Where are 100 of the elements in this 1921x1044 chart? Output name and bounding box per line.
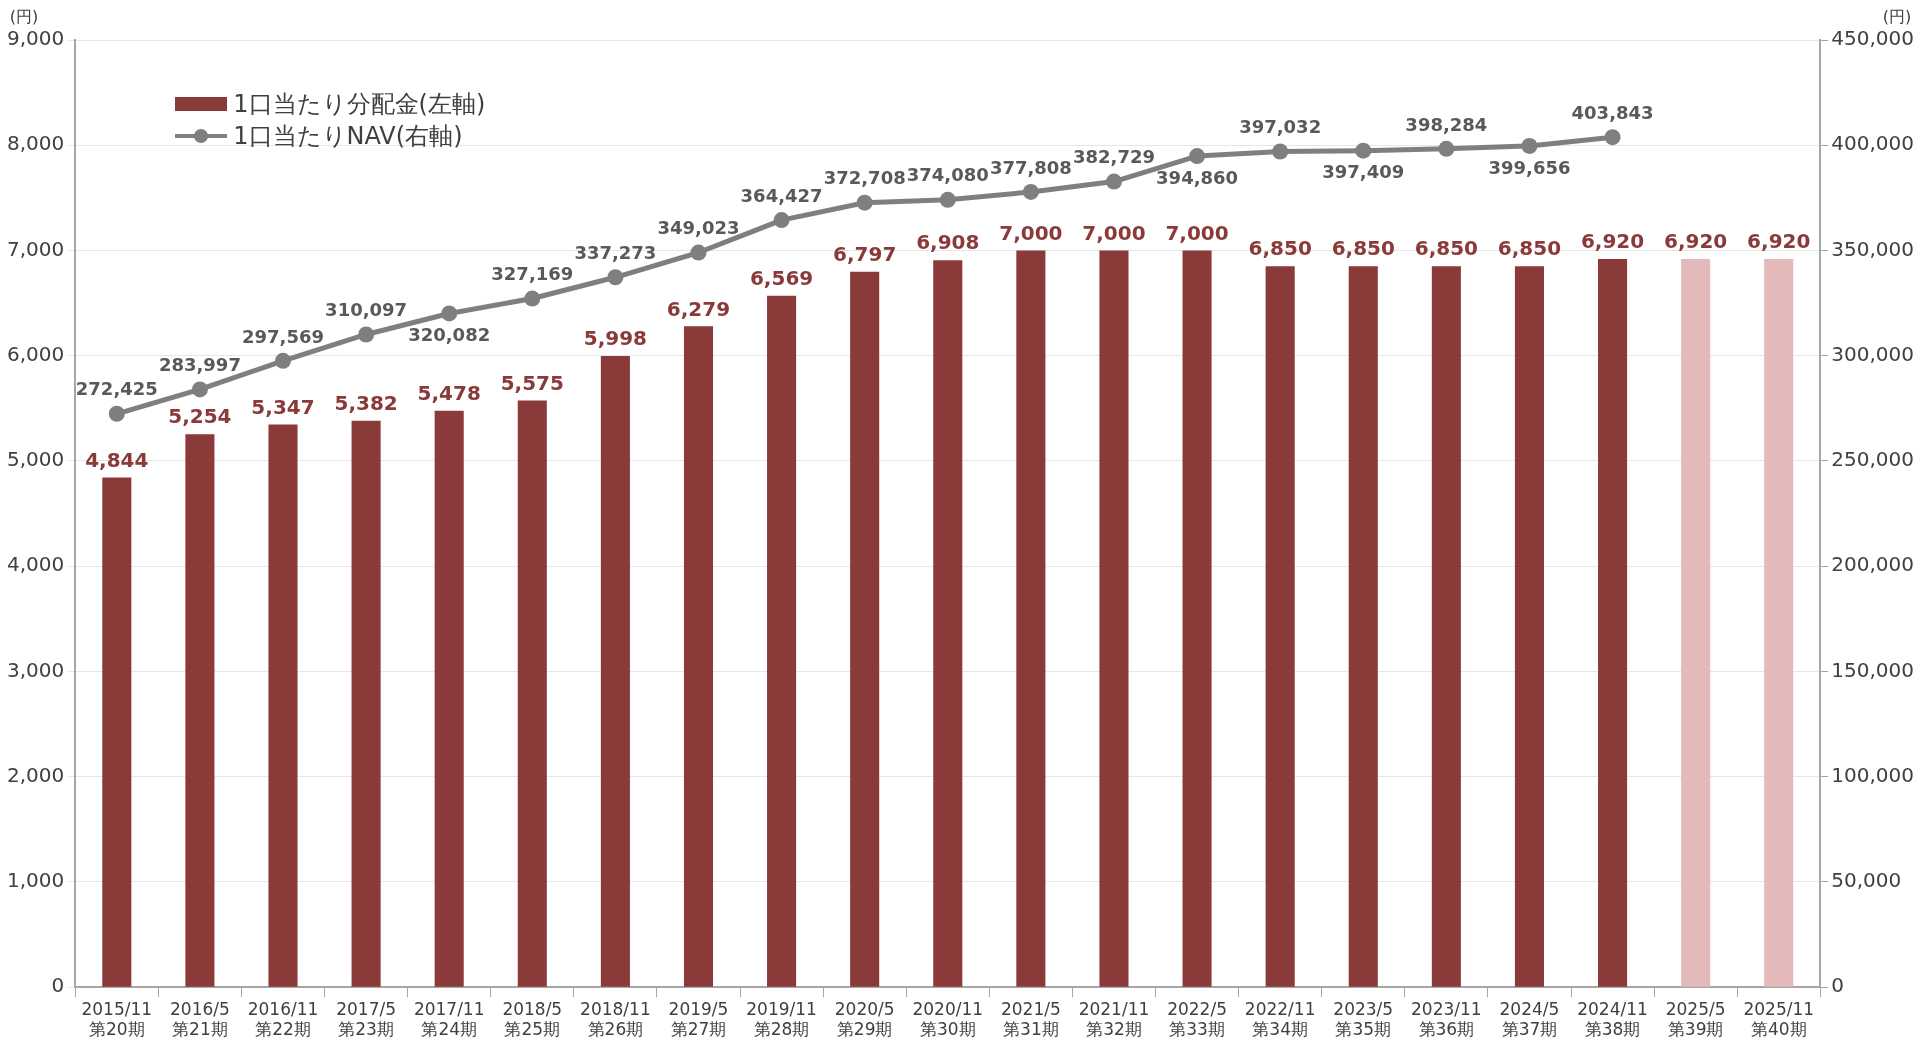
y2-axis-title: (円) bbox=[1882, 7, 1912, 27]
y-axis-title: (円) bbox=[9, 7, 39, 27]
point bbox=[939, 191, 956, 208]
data-label: 6,920 bbox=[1580, 229, 1645, 254]
bar bbox=[1265, 266, 1295, 987]
x-tick-label: 2025/11 第40期 bbox=[1743, 998, 1815, 1040]
y2-tick-label: 400,000 bbox=[1831, 131, 1915, 156]
point bbox=[358, 326, 375, 343]
data-label: 397,032 bbox=[1239, 116, 1322, 138]
x-tick-label: 2022/5 第33期 bbox=[1167, 998, 1227, 1040]
x-tick-label: 2018/11 第26期 bbox=[580, 998, 651, 1040]
y2-tick-label: 450,000 bbox=[1831, 26, 1915, 51]
data-label: 4,844 bbox=[85, 447, 149, 472]
point bbox=[524, 290, 541, 307]
point bbox=[441, 305, 458, 322]
data-label: 5,347 bbox=[251, 394, 315, 419]
data-label: 7,000 bbox=[1165, 220, 1229, 245]
bar bbox=[102, 477, 132, 987]
y-tick-label: 2,000 bbox=[6, 762, 65, 787]
bar bbox=[1431, 266, 1461, 987]
y2-tick-label: 100,000 bbox=[1831, 762, 1915, 787]
point bbox=[1022, 183, 1039, 200]
data-label: 6,279 bbox=[666, 296, 731, 321]
x-tick-label: 2016/11 第22期 bbox=[247, 998, 319, 1040]
bar bbox=[434, 410, 464, 987]
point bbox=[191, 381, 208, 398]
x-tick-label: 2019/11 第28期 bbox=[746, 998, 817, 1040]
point bbox=[1438, 140, 1455, 157]
y-tick-label: 8,000 bbox=[6, 131, 65, 156]
data-label: 377,808 bbox=[989, 156, 1072, 178]
y2-tick-label: 250,000 bbox=[1831, 447, 1915, 472]
data-label: 7,000 bbox=[1082, 220, 1146, 245]
bar bbox=[1514, 266, 1544, 987]
data-label: 5,998 bbox=[583, 326, 648, 351]
point bbox=[607, 269, 624, 286]
y-tick-label: 6,000 bbox=[6, 341, 65, 366]
data-label: 349,023 bbox=[657, 217, 740, 239]
data-label: 374,080 bbox=[906, 164, 989, 186]
data-label: 7,000 bbox=[999, 220, 1063, 245]
bar bbox=[185, 434, 215, 987]
data-label: 337,273 bbox=[574, 241, 657, 263]
x-tick-label: 2018/5 第25期 bbox=[502, 998, 563, 1040]
data-label: 6,920 bbox=[1747, 229, 1811, 254]
x-tick-label: 2023/11 第36期 bbox=[1411, 998, 1482, 1040]
bar bbox=[1016, 250, 1046, 987]
y-tick-label: 7,000 bbox=[6, 236, 65, 261]
x-tick-label: 2017/5 第23期 bbox=[336, 998, 396, 1040]
data-label: 6,850 bbox=[1497, 236, 1562, 261]
data-label: 382,729 bbox=[1072, 146, 1155, 168]
bar bbox=[933, 260, 963, 987]
data-label: 6,569 bbox=[749, 266, 814, 291]
y2-tick-label: 0 bbox=[1831, 973, 1845, 998]
data-label: 5,382 bbox=[334, 390, 398, 415]
bar bbox=[1182, 250, 1212, 987]
bar bbox=[1099, 250, 1129, 987]
data-label: 6,797 bbox=[833, 242, 897, 267]
x-tick-label: 2024/11 第38期 bbox=[1577, 998, 1648, 1040]
data-label: 327,169 bbox=[491, 263, 574, 285]
data-label: 6,850 bbox=[1414, 236, 1478, 261]
bar bbox=[1598, 258, 1628, 987]
point bbox=[1189, 148, 1206, 165]
legend-label: 1口当たりNAV(右軸) bbox=[233, 121, 463, 152]
x-tick-label: 2017/11 第24期 bbox=[413, 998, 485, 1040]
point bbox=[275, 352, 291, 369]
y-tick-label: 3,000 bbox=[6, 657, 65, 682]
x-tick-label: 2021/11 第32期 bbox=[1078, 998, 1150, 1040]
y-tick-label: 5,000 bbox=[6, 447, 65, 472]
point bbox=[1521, 137, 1538, 154]
point bbox=[108, 405, 125, 422]
data-label: 5,575 bbox=[500, 370, 564, 395]
data-label: 403,843 bbox=[1571, 101, 1654, 123]
x-tick-label: 2022/11 第34期 bbox=[1244, 998, 1316, 1040]
point bbox=[1355, 142, 1372, 159]
x-tick-label: 2023/5 第35期 bbox=[1333, 998, 1394, 1040]
data-label: 364,427 bbox=[740, 184, 823, 206]
bar bbox=[1764, 258, 1794, 987]
data-label: 399,656 bbox=[1488, 156, 1571, 178]
x-tick-label: 2024/5 第37期 bbox=[1499, 998, 1560, 1040]
x-tick-label: 2025/5 第39期 bbox=[1665, 998, 1726, 1040]
bar bbox=[351, 420, 381, 987]
y-tick-label: 1,000 bbox=[6, 868, 65, 893]
x-tick-label: 2019/5 第27期 bbox=[668, 998, 729, 1040]
y2-tick-label: 200,000 bbox=[1831, 552, 1915, 577]
data-label: 283,997 bbox=[158, 354, 241, 376]
data-label: 394,860 bbox=[1156, 166, 1239, 188]
data-label: 5,254 bbox=[168, 404, 232, 429]
data-label: 272,425 bbox=[75, 378, 158, 400]
data-label: 6,920 bbox=[1664, 229, 1728, 254]
y-tick-label: 9,000 bbox=[6, 26, 65, 51]
data-label: 6,908 bbox=[916, 230, 980, 255]
data-label: 5,478 bbox=[417, 380, 481, 405]
bar bbox=[1681, 258, 1711, 987]
data-label: 6,850 bbox=[1248, 236, 1312, 261]
bar bbox=[268, 424, 298, 987]
data-label: 320,082 bbox=[408, 324, 491, 346]
x-tick-label: 2020/11 第30期 bbox=[912, 998, 984, 1040]
bar bbox=[850, 271, 880, 987]
point bbox=[1604, 129, 1621, 146]
x-tick-label: 2015/11 第20期 bbox=[81, 998, 153, 1040]
y-tick-label: 0 bbox=[51, 973, 65, 998]
